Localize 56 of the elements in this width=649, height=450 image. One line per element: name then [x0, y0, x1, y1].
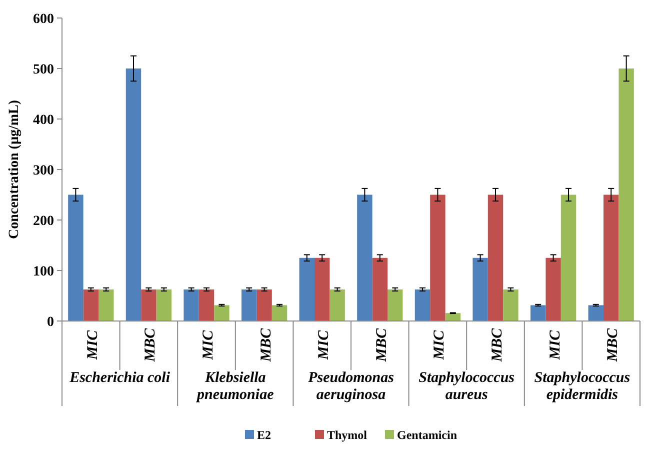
bar: [546, 258, 561, 321]
bar: [530, 305, 546, 321]
y-axis-title: Concentration (µg/mL): [7, 100, 22, 240]
bar: [68, 194, 84, 321]
bar: [560, 194, 576, 321]
bar: [299, 258, 314, 321]
legend-label: Thymol: [327, 428, 368, 442]
y-tick-label: 100: [33, 264, 54, 280]
bar: [430, 194, 446, 321]
bar: [603, 194, 619, 321]
bar: [388, 289, 403, 321]
bar: [256, 289, 272, 321]
y-tick-label: 300: [33, 164, 54, 178]
bar: [241, 289, 257, 321]
bar: [472, 258, 488, 321]
bar: [156, 289, 172, 321]
bar: [503, 289, 518, 321]
bar: [126, 68, 142, 321]
bar: [141, 289, 156, 321]
x-tick-label: MIC: [547, 329, 564, 361]
text: Escherichia coli: [68, 370, 171, 386]
y-tick-label: 200: [33, 214, 54, 229]
x-tick-label: MIC: [316, 329, 332, 361]
bar: [184, 289, 199, 321]
x-tick-label: MBC: [142, 327, 159, 363]
bar: [414, 289, 430, 321]
y-tick-label: 0: [47, 315, 54, 330]
x-tick-label: MBC: [605, 327, 622, 363]
y-tick-label: 500: [33, 62, 54, 78]
bar: [357, 194, 372, 321]
y-tick-label: 600: [33, 12, 54, 27]
bar: [488, 194, 504, 321]
x-tick-label: MIC: [84, 329, 101, 361]
bar: [314, 258, 330, 321]
x-tick-label: MBC: [490, 327, 506, 363]
bar: [372, 258, 388, 321]
x-tick-label: MIC: [200, 329, 216, 361]
legend-label: Gentamicin: [397, 428, 458, 442]
x-tick-label: MIC: [432, 329, 448, 361]
bar: [198, 289, 214, 321]
text: Staphylococcus epidermidis: [534, 370, 630, 403]
x-tick-label: MBC: [258, 327, 274, 363]
text: Staphylococcus aureus: [418, 370, 515, 403]
bar: [330, 289, 345, 321]
text: Pseudomonas aeruginosa: [308, 370, 394, 403]
bar: [618, 68, 634, 321]
y-tick-label: 400: [33, 113, 54, 128]
text: Klebsiella pneumoniae: [195, 370, 274, 403]
x-tick-label: MBC: [374, 327, 390, 363]
bar: [445, 313, 461, 321]
bar: [98, 289, 114, 321]
bar: [214, 305, 230, 321]
bar: [588, 305, 604, 321]
bar: [83, 289, 99, 321]
legend-label: E2: [257, 428, 272, 442]
bar: [272, 305, 288, 321]
